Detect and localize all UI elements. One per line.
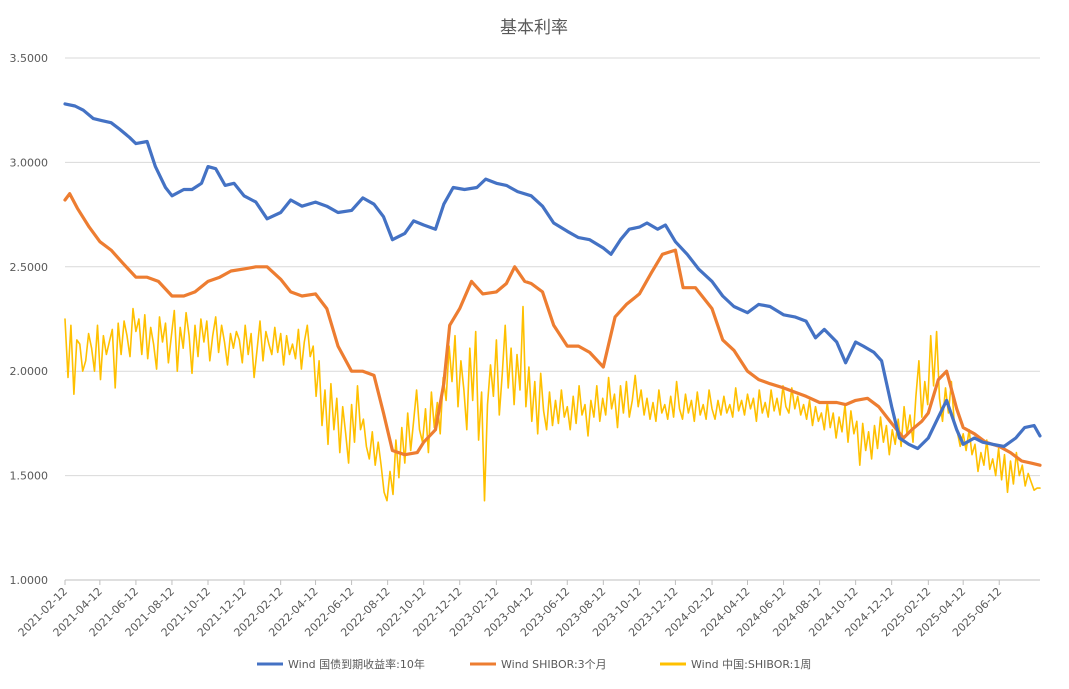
y-axis: 1.0000 1.5000 2.0000 2.5000 3.0000 3.5000: [10, 52, 49, 587]
y-tick-label: 3.0000: [10, 156, 49, 169]
chart-title: 基本利率: [500, 18, 568, 38]
y-tick-label: 2.5000: [10, 261, 49, 274]
legend-label: Wind 国债到期收益率:10年: [288, 657, 425, 671]
series-line-2: [64, 305, 1041, 502]
y-tick-label: 1.5000: [10, 470, 49, 483]
x-axis: 2021-02-122021-04-122021-06-122021-08-12…: [16, 579, 1040, 639]
legend: Wind 国债到期收益率:10年 Wind SHIBOR:3个月 Wind 中国:S…: [257, 657, 811, 671]
series-line-0: [63, 102, 1042, 451]
legend-label: Wind 中国:SHIBOR:1周: [691, 658, 811, 671]
series-lines: [63, 102, 1042, 502]
grid-lines: [65, 57, 1040, 477]
y-tick-label: 2.0000: [10, 365, 49, 378]
y-tick-label: 1.0000: [10, 574, 49, 587]
legend-label: Wind SHIBOR:3个月: [501, 658, 607, 671]
y-tick-label: 3.5000: [10, 52, 49, 65]
